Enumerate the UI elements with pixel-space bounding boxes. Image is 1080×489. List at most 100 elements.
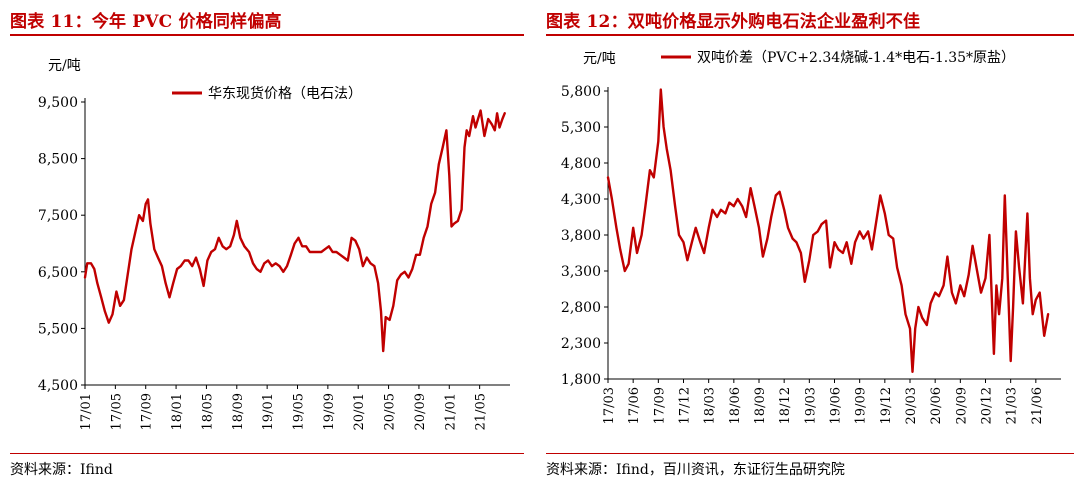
series-point [1047,313,1049,315]
series-point [157,257,159,259]
series-point [884,212,886,214]
series-point [145,203,147,205]
series-point [426,225,429,228]
series-point [1018,266,1020,268]
series-point [708,227,710,229]
series-point [165,282,167,284]
series-point [1032,313,1034,315]
series-point [380,310,382,312]
series-point [404,271,406,273]
series-point [119,305,121,307]
series-point [750,187,752,189]
x-tick-label: 20/03 [904,387,919,424]
series-point [282,271,284,273]
series-point [127,274,129,276]
series-point [741,205,743,207]
series-point [309,251,311,253]
series-point [842,252,844,254]
series-point [837,248,839,250]
y-tick-label: 2,800 [561,300,601,316]
x-tick-label: 21/06 [1030,387,1045,424]
series-point [911,371,914,373]
series-point [1004,194,1006,196]
legend-label: 双吨价差（PVC+2.34烧碱-1.4*电石-1.35*原盐） [697,50,1015,66]
series-point [619,248,621,250]
series-point [1001,277,1003,279]
x-tick-label: 20/05 [383,393,398,430]
series-point [691,241,693,243]
series-point [461,208,463,211]
series-point [871,248,873,250]
series-point [926,324,928,326]
x-tick-label: 20/09 [954,387,969,424]
series-point [699,241,701,243]
series-point [607,176,609,178]
series-point [850,263,852,265]
figure-title: 图表 12：双吨价格显示外购电石法企业盈利不佳 [546,12,921,32]
series-point [833,241,836,243]
series-point [93,268,95,270]
series-point [335,251,337,253]
series-point [407,276,410,279]
series-point [779,191,781,193]
series-point [678,234,680,236]
y-tick-label: 4,500 [38,378,78,394]
series-point [817,230,819,232]
series-point [184,259,186,262]
series-point [214,248,216,250]
series-point [946,256,948,258]
series-point [487,118,489,120]
series-point [615,227,617,229]
series-point [854,241,856,243]
series-point [846,241,848,243]
series-point [477,118,479,120]
series-point [438,163,440,165]
series-point [96,282,98,284]
series-point [682,241,685,243]
series-point [172,282,174,284]
series-point [236,220,238,222]
series-point [636,252,638,254]
series-point [222,245,224,247]
series-point [153,248,155,250]
series-point [775,194,777,196]
series-point [762,256,764,258]
series-point [1043,335,1045,337]
series-point [892,238,894,240]
series-point [972,245,974,247]
series-point [466,129,468,131]
series-point [161,265,163,267]
series-point [328,245,330,247]
series-point [766,238,768,240]
series-point [100,296,102,298]
y-tick-label: 5,500 [38,321,78,337]
series-point [480,109,482,112]
series-line [83,109,506,353]
series-point [930,302,932,304]
unit-label: 元/吨 [48,58,81,74]
series-point [875,220,877,222]
y-tick-label: 2,300 [561,336,601,352]
series-point [628,263,630,265]
series-point [686,259,688,261]
series-point [168,296,171,298]
series-point [206,259,208,262]
series-point [252,262,254,264]
series-point [976,270,978,272]
series-point [411,268,413,270]
source-rule [10,453,524,454]
series-point [904,313,907,315]
series-point [84,276,86,279]
pvc-price-line-chart: 元/吨 4,500 5,500 6,500 7,500 8,500 9,500 17/01 17… [38,58,510,430]
series-point [294,242,296,245]
series-point [248,251,250,253]
series-point [825,220,827,222]
series-point [711,209,714,211]
series-point [423,237,425,239]
series-point [862,238,865,240]
series-point [138,214,140,216]
series-point [733,205,735,207]
series-point [716,216,718,218]
series-point [111,313,114,315]
series-point [297,237,300,239]
